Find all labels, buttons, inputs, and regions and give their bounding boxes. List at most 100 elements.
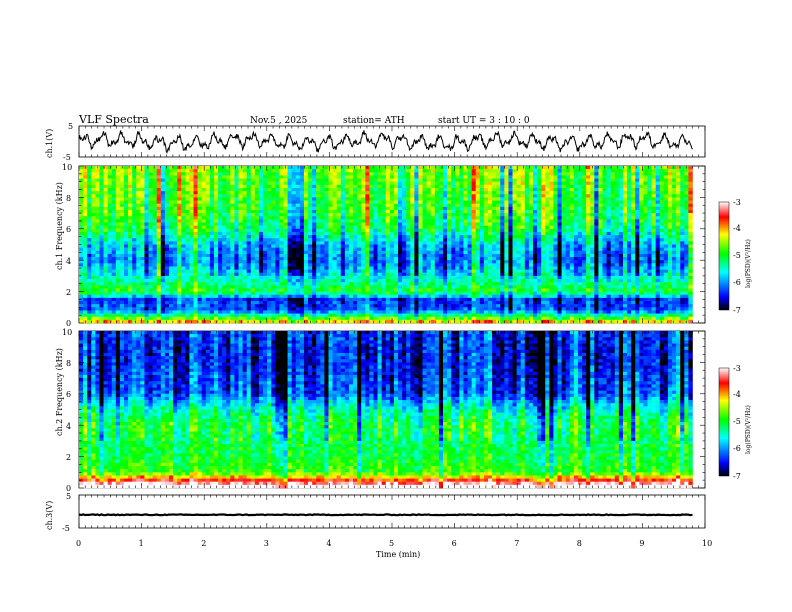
spectrogram-cell: [394, 219, 398, 222]
spectrogram-cell: [537, 251, 541, 254]
spectrogram-cell: [308, 232, 312, 235]
spectrogram-cell: [652, 210, 656, 213]
spectrogram-cell: [194, 235, 198, 238]
spectrogram-cell: [320, 235, 324, 238]
spectrogram-cell: [480, 260, 484, 263]
spectrogram-cell: [680, 219, 684, 222]
spectrogram-cell: [185, 194, 189, 197]
spectrogram-cell: [513, 216, 517, 219]
spectrogram-cell: [447, 166, 451, 169]
spectrogram-cell: [136, 248, 140, 251]
spectrogram-cell: [378, 248, 382, 251]
spectrogram-cell: [418, 229, 422, 232]
spectrogram-cell: [296, 260, 300, 263]
spectrogram-cell: [447, 245, 451, 248]
spectrogram-cell: [525, 241, 529, 244]
spectrogram-cell: [590, 185, 594, 188]
spectrogram-cell: [688, 197, 692, 200]
spectrogram-cell: [480, 238, 484, 241]
spectrogram-cell: [631, 229, 635, 232]
spectrogram-cell: [316, 254, 320, 257]
spectrogram-cell: [488, 210, 492, 213]
spectrogram-cell: [124, 216, 128, 219]
spectrogram-cell: [504, 207, 508, 210]
spectrogram-cell: [361, 245, 365, 248]
spectrogram-cell: [533, 266, 537, 269]
spectrogram-cell: [656, 185, 660, 188]
spectrogram-cell: [136, 254, 140, 257]
spectrogram-cell: [463, 251, 467, 254]
spectrogram-cell: [684, 263, 688, 266]
spectrogram-cell: [496, 210, 500, 213]
spectrogram-cell: [136, 251, 140, 254]
spectrogram-cell: [255, 172, 259, 175]
spectrogram-cell: [643, 194, 647, 197]
spectrogram-cell: [304, 191, 308, 194]
spectrogram-cell: [333, 232, 337, 235]
spectrogram-cell: [288, 169, 292, 172]
spectrogram-cell: [234, 241, 238, 244]
spectrogram-cell: [410, 251, 414, 254]
spectrogram-cell: [99, 194, 103, 197]
spectrogram-cell: [136, 204, 140, 207]
spectrogram-cell: [243, 204, 247, 207]
spectrogram-cell: [619, 204, 623, 207]
spectrogram-cell: [627, 175, 631, 178]
spectrogram-cell: [136, 179, 140, 182]
spectrogram-cell: [611, 204, 615, 207]
spectrogram-cell: [320, 185, 324, 188]
spectrogram-cell: [398, 213, 402, 216]
spectrogram-cell: [132, 182, 136, 185]
spectrogram-cell: [87, 238, 91, 241]
spectrogram-cell: [120, 213, 124, 216]
spectrogram-cell: [647, 248, 651, 251]
spectrogram-cell: [218, 204, 222, 207]
spectrogram-cell: [598, 235, 602, 238]
spectrogram-cell: [226, 238, 230, 241]
spectrogram-cell: [447, 188, 451, 191]
spectrogram-cell: [263, 260, 267, 263]
spectrogram-cell: [418, 266, 422, 269]
spectrogram-cell: [529, 241, 533, 244]
spectrogram-cell: [149, 229, 153, 232]
spectrogram-cell: [300, 248, 304, 251]
spectrogram-cell: [177, 197, 181, 200]
spectrogram-cell: [345, 266, 349, 269]
spectrogram-cell: [521, 194, 525, 197]
spectrogram-cell: [243, 166, 247, 169]
spectrogram-cell: [439, 188, 443, 191]
spectrogram-cell: [435, 182, 439, 185]
spectrogram-cell: [562, 260, 566, 263]
spectrogram-cell: [296, 223, 300, 226]
spectrogram-cell: [639, 194, 643, 197]
spectrogram-cell: [169, 175, 173, 178]
spectrogram-cell: [688, 266, 692, 269]
spectrogram-cell: [476, 260, 480, 263]
spectrogram-cell: [198, 169, 202, 172]
spectrogram-cell: [496, 216, 500, 219]
spectrogram-cell: [570, 260, 574, 263]
spectrogram-cell: [463, 172, 467, 175]
spectrogram-cell: [112, 219, 116, 222]
spectrogram-cell: [398, 235, 402, 238]
spectrogram-cell: [365, 182, 369, 185]
spectrogram-cell: [300, 260, 304, 263]
spectrogram-cell: [558, 207, 562, 210]
spectrogram-cell: [623, 175, 627, 178]
spectrogram-cell: [423, 245, 427, 248]
spectrogram-cell: [635, 201, 639, 204]
spectrogram-cell: [517, 191, 521, 194]
spectrogram-cell: [263, 235, 267, 238]
spectrogram-cell: [517, 216, 521, 219]
spectrogram-cell: [680, 216, 684, 219]
spectrogram-cell: [603, 216, 607, 219]
spectrogram-cell: [333, 260, 337, 263]
spectrogram-cell: [198, 197, 202, 200]
spectrogram-cell: [357, 226, 361, 229]
spectrogram-cell: [333, 197, 337, 200]
spectrogram-cell: [198, 191, 202, 194]
spectrogram-cell: [79, 270, 83, 273]
spectrogram-cell: [537, 204, 541, 207]
spectrogram-cell: [165, 179, 169, 182]
spectrogram-cell: [357, 235, 361, 238]
